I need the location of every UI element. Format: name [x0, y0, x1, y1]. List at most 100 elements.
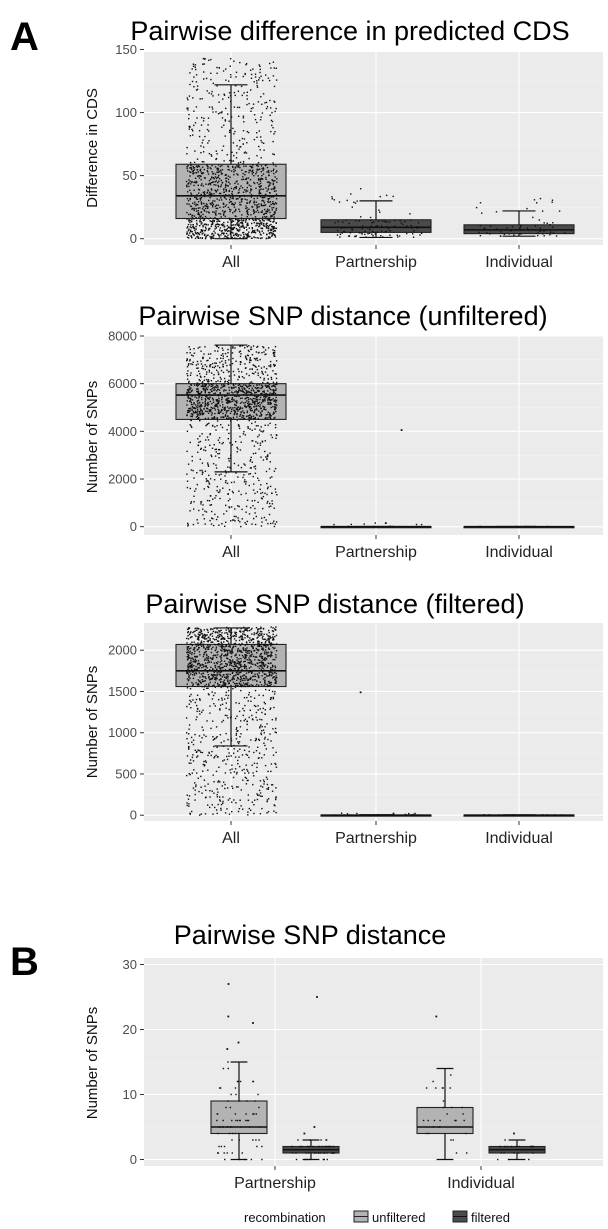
data-point: [260, 732, 262, 734]
data-point: [235, 1093, 237, 1096]
data-point: [252, 647, 254, 650]
data-point: [191, 181, 193, 183]
data-point: [528, 229, 530, 231]
data-point: [249, 408, 251, 411]
data-point: [267, 378, 269, 380]
data-point: [212, 399, 214, 401]
data-point: [236, 662, 239, 664]
data-point: [402, 223, 404, 226]
data-point: [533, 199, 536, 201]
data-point: [201, 172, 203, 175]
data-point: [192, 677, 195, 680]
data-point: [221, 164, 223, 167]
data-point: [228, 661, 230, 663]
data-point: [266, 666, 269, 669]
data-point: [200, 396, 203, 399]
data-point: [263, 202, 266, 204]
data-point: [273, 67, 275, 69]
data-point: [228, 208, 231, 211]
data-point: [208, 199, 210, 202]
data-point: [331, 196, 333, 198]
data-point: [248, 684, 250, 687]
data-point: [257, 165, 259, 167]
data-point: [231, 236, 233, 239]
data-point: [216, 651, 218, 654]
data-point: [244, 174, 246, 176]
data-point: [226, 236, 228, 239]
data-point: [243, 661, 245, 663]
data-point: [291, 1152, 294, 1154]
data-point: [193, 227, 196, 230]
data-point: [261, 352, 263, 354]
data-point: [240, 466, 243, 469]
data-point: [261, 385, 264, 387]
data-point: [273, 216, 275, 218]
data-point: [244, 522, 246, 524]
data-point: [212, 736, 214, 738]
data-point: [243, 384, 245, 386]
data-point: [194, 66, 196, 68]
data-point: [207, 693, 210, 695]
data-point: [219, 404, 221, 407]
data-point: [223, 385, 226, 387]
data-point: [260, 139, 262, 142]
data-point: [230, 187, 233, 190]
data-point: [222, 416, 224, 418]
data-point: [243, 388, 246, 390]
data-point: [199, 407, 202, 409]
data-point: [420, 232, 423, 234]
data-point: [186, 97, 188, 99]
data-point: [258, 183, 260, 185]
data-point: [250, 417, 253, 419]
data-point: [255, 515, 257, 518]
data-point: [270, 107, 272, 109]
data-point: [197, 171, 199, 173]
data-point: [232, 678, 235, 680]
data-point: [245, 511, 247, 513]
data-point: [216, 788, 218, 790]
data-point: [251, 764, 253, 766]
data-point: [200, 197, 203, 199]
data-point: [271, 203, 274, 205]
data-point: [191, 163, 193, 166]
data-point: [191, 68, 193, 70]
data-point: [246, 683, 248, 685]
data-point: [203, 63, 205, 65]
data-point: [235, 631, 238, 634]
data-point: [215, 386, 217, 388]
data-point: [208, 371, 211, 373]
data-point: [220, 634, 223, 637]
data-point: [186, 669, 189, 672]
data-point: [267, 522, 269, 525]
data-point: [202, 368, 205, 370]
data-point: [248, 691, 251, 694]
data-point: [228, 489, 231, 491]
data-point: [189, 671, 191, 673]
data-point: [210, 666, 212, 668]
data-point: [193, 207, 195, 210]
data-point: [228, 190, 230, 192]
data-point: [195, 406, 198, 408]
data-point: [264, 713, 266, 715]
data-point: [225, 107, 227, 110]
data-point: [261, 400, 264, 402]
data-point: [271, 672, 273, 674]
data-point: [238, 490, 240, 492]
data-point: [199, 169, 201, 171]
data-point: [261, 662, 263, 664]
data-point: [274, 400, 276, 402]
data-point: [247, 392, 249, 394]
data-point: [230, 217, 232, 220]
data-point: [242, 115, 245, 117]
data-point: [526, 207, 528, 210]
data-point: [275, 388, 277, 390]
data-point: [230, 209, 232, 211]
data-point: [242, 647, 245, 649]
data-point: [259, 149, 261, 151]
data-point: [246, 212, 249, 214]
data-point: [235, 198, 238, 200]
data-point: [234, 1113, 237, 1115]
data-point: [550, 231, 552, 233]
data-point: [234, 182, 236, 185]
data-point: [275, 682, 277, 684]
